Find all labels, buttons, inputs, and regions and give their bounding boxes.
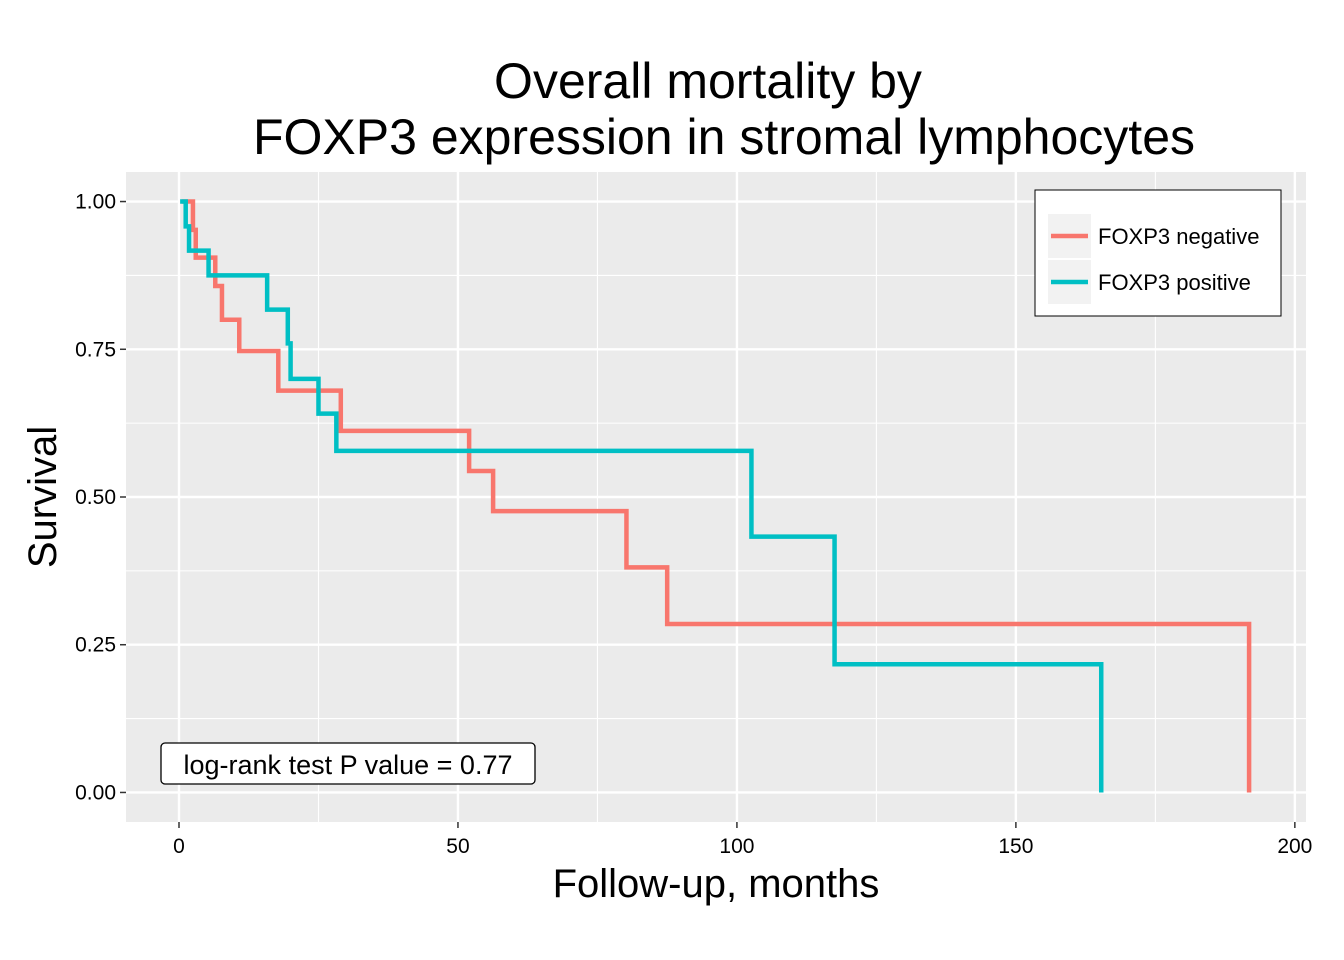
y-tick-label: 0.75 — [75, 338, 116, 361]
survival-curves — [180, 199, 1252, 793]
legend-label-foxp3-negative: FOXP3 negative — [1098, 224, 1259, 249]
annotation-text: log-rank test P value = 0.77 — [184, 750, 513, 780]
x-axis: 0 50 100 150 200 — [173, 822, 1312, 858]
x-axis-title: Follow-up, months — [553, 862, 880, 906]
chart-title-line-1: Overall mortality by — [494, 53, 922, 109]
annotation-box — [160, 742, 536, 785]
y-axis-title: Survival — [21, 426, 65, 568]
series-line-1 — [180, 199, 1104, 793]
y-tick-label: 0.25 — [75, 634, 116, 657]
x-tick-label: 100 — [719, 835, 754, 858]
y-tick-label: 0.00 — [75, 781, 116, 804]
y-tick-label: 0.50 — [75, 486, 116, 509]
legend-label-foxp3-positive: FOXP3 positive — [1098, 270, 1251, 295]
x-tick-label: 150 — [998, 835, 1033, 858]
x-tick-label: 0 — [173, 835, 185, 858]
pvalue-annotation: log-rank test P value = 0.77 — [160, 742, 536, 785]
y-tick-label: 1.00 — [75, 191, 116, 214]
legend: FOXP3 negative FOXP3 positive — [1034, 189, 1282, 317]
chart-title-line-2: FOXP3 expression in stromal lymphocytes — [253, 109, 1195, 165]
x-tick-label: 200 — [1277, 835, 1312, 858]
series-line-0 — [181, 199, 1252, 793]
x-tick-label: 50 — [446, 835, 469, 858]
y-axis: 0.00 0.25 0.50 0.75 1.00 — [75, 191, 126, 804]
